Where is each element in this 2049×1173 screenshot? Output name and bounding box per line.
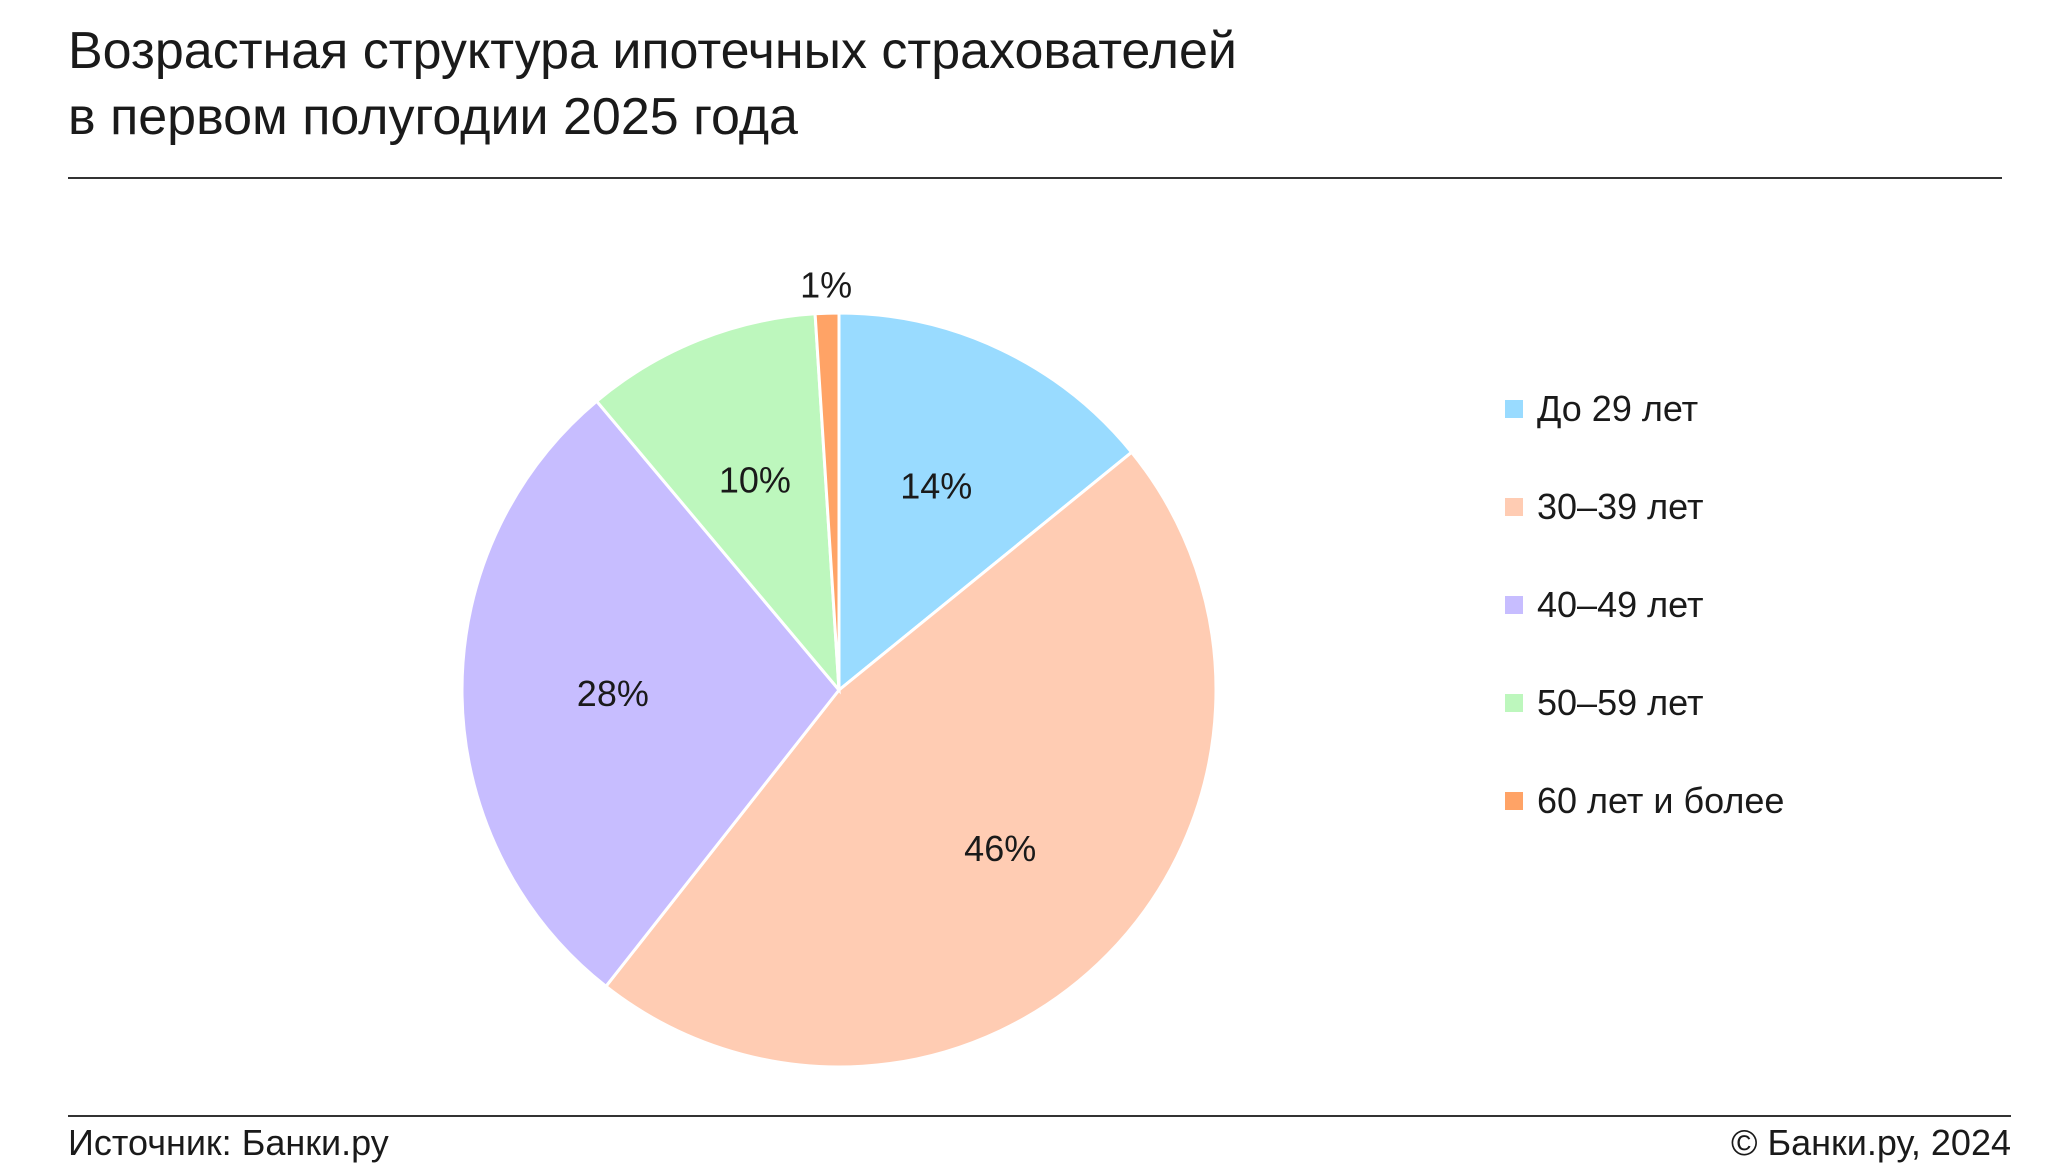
- pie-slice-3: [460, 399, 841, 989]
- slice-label-3: 28%: [577, 673, 649, 714]
- legend-item-5: 60 лет и более: [1505, 752, 1784, 850]
- pie-slice-5: [813, 311, 841, 691]
- legend-label: 40–49 лет: [1537, 584, 1704, 625]
- legend-swatch: [1505, 792, 1523, 810]
- slice-label-4: 10%: [719, 460, 791, 501]
- slice-label-5: 1%: [800, 265, 852, 306]
- legend-item-4: 50–59 лет: [1505, 654, 1784, 752]
- legend-item-2: 30–39 лет: [1505, 458, 1784, 556]
- legend-swatch: [1505, 596, 1523, 614]
- chart-title-line-2: в первом полугодии 2025 года: [68, 88, 798, 146]
- legend-swatch: [1505, 498, 1523, 516]
- pie-slice-1: [837, 311, 1134, 694]
- legend-item-3: 40–49 лет: [1505, 556, 1784, 654]
- pie-slice-4: [594, 312, 841, 695]
- pie-slice-2: [603, 450, 1218, 1069]
- slice-label-2: 46%: [964, 828, 1036, 869]
- source-note: Источник: Банки.ру: [68, 1122, 389, 1163]
- legend-label: 50–59 лет: [1537, 682, 1704, 723]
- legend-label: 60 лет и более: [1537, 780, 1785, 821]
- footer-divider: [68, 1115, 2011, 1117]
- legend-item-1: До 29 лет: [1505, 360, 1784, 458]
- copyright-note: © Банки.ру, 2024: [1730, 1122, 2011, 1163]
- chart-legend: До 29 лет 30–39 лет 40–49 лет 50–59 лет 60 л…: [1505, 360, 1784, 850]
- legend-swatch: [1505, 694, 1523, 712]
- slice-label-1: 14%: [900, 465, 972, 506]
- chart-title: Возрастная структура ипотечных страховат…: [68, 18, 1768, 150]
- legend-label: До 29 лет: [1537, 388, 1699, 429]
- legend-label: 30–39 лет: [1537, 486, 1704, 527]
- title-divider: [68, 177, 2002, 179]
- legend-swatch: [1505, 400, 1523, 418]
- chart-title-line-1: Возрастная структура ипотечных страховат…: [68, 22, 1237, 80]
